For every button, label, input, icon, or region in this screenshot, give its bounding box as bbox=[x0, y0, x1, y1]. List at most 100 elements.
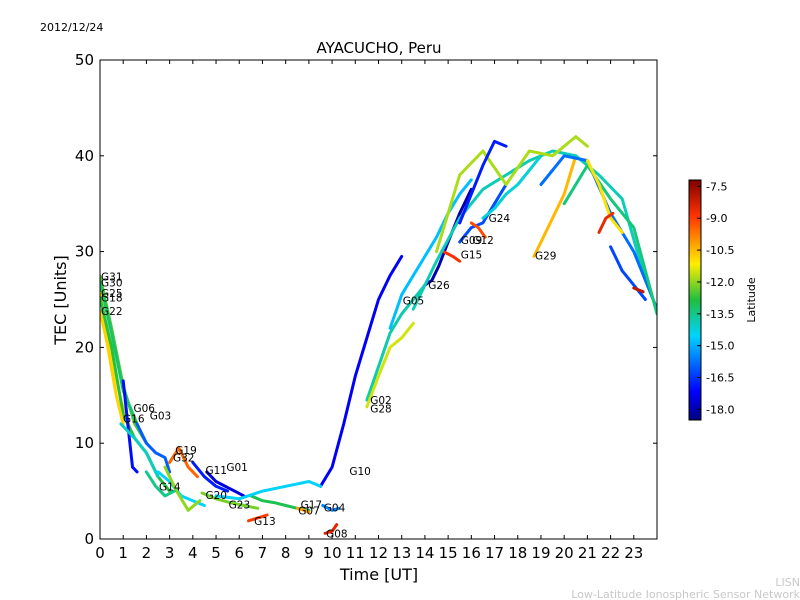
series-line-g26 bbox=[423, 187, 473, 287]
x-tick-label: 15 bbox=[439, 544, 458, 562]
series-line-g13 bbox=[247, 513, 269, 523]
sat-label-g01: G01 bbox=[226, 462, 248, 474]
sat-label-g22: G22 bbox=[101, 306, 123, 318]
sat-label-g31: G31 bbox=[101, 272, 123, 284]
colorbar-ticks: -7.5 -9.0 -10.5 -12.0 -13.5 -15.0 -16.5 -18.0 bbox=[697, 180, 734, 416]
sat-label-g24: G24 bbox=[489, 213, 511, 225]
colorbar-tick-label: -15.0 bbox=[706, 340, 734, 353]
sat-label-g09: G09 bbox=[461, 235, 483, 247]
x-tick-label: 1 bbox=[118, 544, 128, 562]
x-axis-label: Time [UT] bbox=[339, 565, 418, 584]
x-tick-label: 17 bbox=[485, 544, 504, 562]
y-tick-label: 10 bbox=[75, 434, 94, 452]
sat-label-g14: G14 bbox=[159, 481, 181, 493]
series-line-g03 bbox=[135, 422, 172, 474]
series-line-g16 bbox=[119, 422, 160, 479]
colorbar-tick-label: -10.5 bbox=[706, 244, 734, 257]
series-line-g28 bbox=[365, 321, 415, 409]
series-line-g24 bbox=[481, 154, 543, 220]
sat-label-g19: G19 bbox=[175, 445, 197, 457]
series-line-g09 bbox=[458, 183, 508, 244]
series-line-g29 bbox=[532, 154, 578, 258]
sat-label-g05: G05 bbox=[403, 295, 425, 307]
colorbar bbox=[688, 179, 702, 421]
y-tick-label: 20 bbox=[75, 338, 94, 356]
series-line-g39 bbox=[632, 286, 645, 294]
sat-label-g08: G08 bbox=[326, 528, 348, 540]
colorbar-tick-label: -12.0 bbox=[706, 276, 734, 289]
series-line-g36 bbox=[585, 159, 624, 234]
x-tick-label: 8 bbox=[281, 544, 291, 562]
colorbar-tick-label: -18.0 bbox=[706, 403, 734, 416]
sat-label-g28: G28 bbox=[370, 404, 392, 416]
colorbar-label: Latitude bbox=[745, 277, 758, 323]
series-line-g14 bbox=[144, 470, 176, 498]
sat-label-g20: G20 bbox=[205, 490, 227, 502]
credit-line1: LISN bbox=[775, 576, 800, 589]
x-tick-label: 16 bbox=[462, 544, 481, 562]
series-line-g07 bbox=[295, 506, 311, 514]
series-line-g32 bbox=[168, 446, 199, 479]
series-line-g30 bbox=[100, 280, 139, 426]
x-tick-label: 22 bbox=[601, 544, 620, 562]
x-tick-label: 11 bbox=[346, 544, 365, 562]
series-line-g35 bbox=[562, 163, 657, 316]
x-tick-label: 9 bbox=[304, 544, 314, 562]
x-tick-label: 4 bbox=[188, 544, 198, 562]
colorbar-tick-label: -7.5 bbox=[706, 180, 727, 193]
sat-label-g06: G06 bbox=[133, 403, 155, 415]
x-tick-label: 23 bbox=[624, 544, 643, 562]
x-tick-label: 2 bbox=[142, 544, 152, 562]
series-line-g06 bbox=[121, 379, 139, 474]
sat-label-g32: G32 bbox=[173, 453, 195, 465]
y-axis: 0 10 20 30 40 50 bbox=[75, 51, 657, 548]
x-tick-label: 3 bbox=[165, 544, 175, 562]
sat-label-g17: G17 bbox=[301, 500, 323, 512]
series-line-g21 bbox=[411, 149, 647, 311]
sat-label-g25: G25 bbox=[101, 288, 123, 300]
series-line-g33 bbox=[458, 139, 508, 225]
sat-label-g07: G07 bbox=[298, 505, 320, 517]
series-line-g15 bbox=[442, 250, 462, 263]
x-tick-label: 20 bbox=[555, 544, 574, 562]
x-tick-label: 18 bbox=[508, 544, 527, 562]
series-line-g10 bbox=[319, 254, 404, 488]
series-line-g08 bbox=[323, 523, 339, 535]
colorbar-tick-label: -9.0 bbox=[706, 212, 727, 225]
x-tick-label: 6 bbox=[234, 544, 244, 562]
x-tick-label: 10 bbox=[323, 544, 342, 562]
sat-label-g15: G15 bbox=[461, 249, 483, 261]
y-tick-label: 50 bbox=[75, 51, 94, 69]
series-line-g01 bbox=[205, 470, 246, 498]
series-line-g38 bbox=[597, 211, 615, 234]
sat-label-g29: G29 bbox=[535, 250, 557, 262]
series-line-g23 bbox=[191, 460, 230, 493]
x-tick-label: 19 bbox=[531, 544, 550, 562]
sat-label-g23: G23 bbox=[229, 500, 251, 512]
x-tick-label: 0 bbox=[95, 544, 105, 562]
x-tick-label: 12 bbox=[369, 544, 388, 562]
series-line-g05 bbox=[388, 178, 473, 330]
y-axis-label: TEC [Units] bbox=[51, 255, 70, 346]
date-label: 2012/12/24 bbox=[40, 21, 103, 34]
sat-label-g10: G10 bbox=[349, 466, 371, 478]
series-line-g04 bbox=[321, 504, 341, 512]
y-tick-label: 0 bbox=[84, 530, 94, 548]
x-axis: 0 1 2 3 4 5 6 7 8 9 10 11 12 13 14 15 16 17 18 19 20 21 22 23 bbox=[95, 60, 643, 562]
series-line-g40 bbox=[214, 480, 322, 501]
y-tick-label: 40 bbox=[75, 147, 94, 165]
series-line-g12 bbox=[469, 221, 487, 239]
x-tick-label: 14 bbox=[415, 544, 434, 562]
x-tick-label: 13 bbox=[392, 544, 411, 562]
x-tick-label: 7 bbox=[258, 544, 268, 562]
sat-label-g03: G03 bbox=[150, 410, 172, 422]
sat-label-g11: G11 bbox=[205, 465, 227, 477]
series-line-g27 bbox=[435, 135, 589, 254]
series-line-g37 bbox=[609, 245, 647, 301]
chart-title: AYACUCHO, Peru bbox=[316, 39, 441, 57]
x-tick-label: 21 bbox=[578, 544, 597, 562]
sat-label-g13: G13 bbox=[254, 516, 275, 528]
y-tick-label: 30 bbox=[75, 243, 94, 261]
x-tick-label: 5 bbox=[211, 544, 221, 562]
